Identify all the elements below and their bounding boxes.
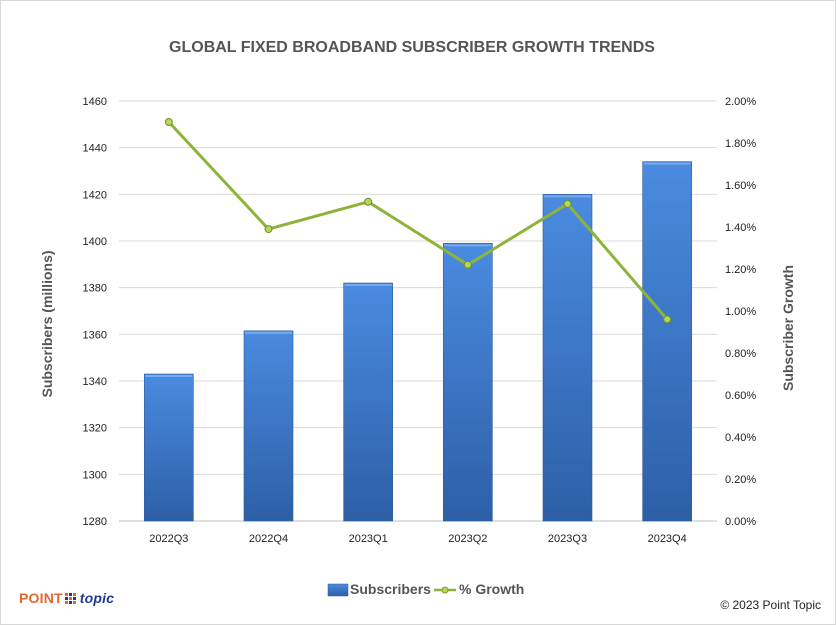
y-axis-left-label: Subscribers (millions) (39, 250, 55, 397)
growth-point-2022Q4 (264, 225, 273, 234)
bar-2023Q2 (443, 243, 493, 522)
bar-highlight (145, 375, 193, 377)
bar-highlight (245, 331, 292, 334)
y2-tick-label: 1.40% (725, 222, 756, 234)
x-tick-label: 2022Q4 (249, 533, 288, 545)
y2-tick-label: 0.20% (725, 474, 756, 486)
logo-point-text: POINT (19, 590, 63, 606)
logo-dots-icon (64, 592, 76, 604)
y-tick-label: 1440 (83, 143, 107, 155)
legend: Subscribers % Growth (327, 581, 524, 597)
x-tick-label: 2023Q3 (548, 533, 587, 545)
y-tick-label: 1340 (83, 376, 107, 388)
growth-point-2023Q2 (463, 260, 472, 269)
y2-tick-label: 2.00% (725, 96, 756, 108)
bar-highlight (544, 195, 591, 198)
y-tick-label: 1460 (83, 96, 107, 108)
y2-tick-label: 1.00% (725, 306, 756, 318)
y-tick-label: 1360 (83, 329, 107, 341)
y-tick-label: 1320 (83, 423, 107, 435)
y2-tick-label: 0.80% (725, 348, 756, 360)
y2-tick-label: 1.80% (725, 138, 756, 150)
copyright-notice: © 2023 Point Topic (720, 598, 821, 612)
x-tick-label: 2022Q3 (149, 533, 188, 545)
bar-2022Q3 (144, 373, 194, 522)
gridlines (119, 100, 717, 522)
bar-2022Q4 (243, 330, 294, 522)
legend-marker-growth (441, 586, 449, 594)
x-tick-label: 2023Q2 (448, 533, 487, 545)
y2-tick-label: 0.00% (725, 516, 756, 528)
x-tick-label: 2023Q4 (648, 533, 687, 545)
bar-series (144, 161, 692, 522)
x-axis-ticks: 2022Q3 2022Q4 2023Q1 2023Q2 2023Q3 2023Q4 (149, 533, 686, 545)
y-tick-label: 1380 (83, 283, 107, 295)
growth-point-2023Q4 (663, 315, 672, 324)
bar-highlight (344, 284, 392, 286)
y-axis-right-label: Subscriber Growth (780, 265, 796, 391)
y2-tick-label: 1.20% (725, 264, 756, 276)
bar-2023Q1 (343, 282, 393, 522)
x-tick-label: 2023Q1 (349, 533, 388, 545)
growth-line (167, 120, 669, 321)
growth-point-2023Q3 (563, 199, 572, 208)
y2-tick-label: 0.40% (725, 432, 756, 444)
y-axis-left-ticks: 1460 1440 1420 1400 1380 1360 1340 1320 1300 1280 (83, 96, 107, 528)
logo-topic-text: topic (79, 590, 115, 606)
y-tick-label: 1300 (83, 469, 107, 481)
growth-point-2023Q1 (364, 197, 373, 206)
y-tick-label: 1420 (83, 189, 107, 201)
legend-label-growth: % Growth (459, 581, 524, 597)
legend-label-subscribers: Subscribers (350, 581, 431, 597)
y-tick-label: 1400 (83, 236, 107, 248)
chart-title: GLOBAL FIXED BROADBAND SUBSCRIBER GROWTH… (169, 39, 655, 56)
y-axis-right-ticks: 2.00% 1.80% 1.60% 1.40% 1.20% 1.00% 0.80% 0.60%… (725, 96, 756, 528)
bar-highlight (444, 244, 492, 247)
growth-point-2022Q3 (164, 118, 173, 126)
growth-line-series (164, 118, 672, 324)
bar-2023Q4 (642, 161, 692, 522)
point-topic-logo: POINT topic (19, 590, 114, 606)
y-tick-label: 1280 (83, 516, 107, 528)
y2-tick-label: 0.60% (725, 390, 756, 402)
y2-tick-label: 1.60% (725, 180, 756, 192)
bar-2023Q3 (542, 194, 593, 522)
legend-swatch-subscribers (327, 583, 349, 597)
bar-highlight (643, 162, 691, 165)
